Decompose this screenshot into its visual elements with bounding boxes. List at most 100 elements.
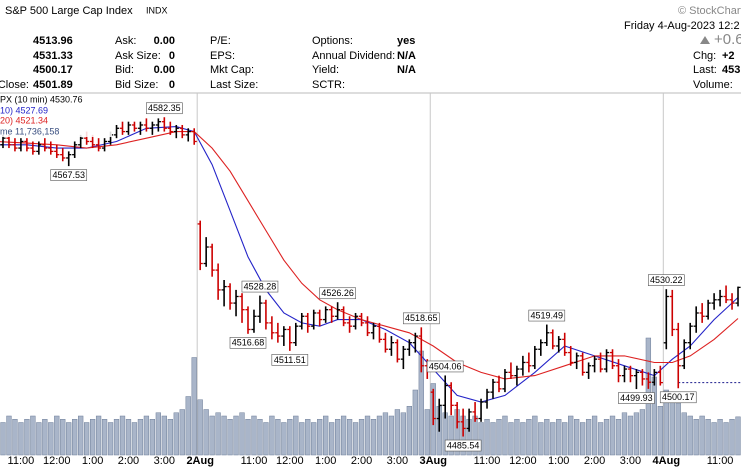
volume-bar — [502, 415, 508, 456]
volume-bar — [329, 422, 335, 456]
volume-bar — [603, 419, 610, 456]
volume-bar — [54, 415, 60, 456]
volume-bar — [627, 415, 634, 456]
annotation-box — [618, 392, 655, 404]
x-tick-label: 12:00 — [43, 455, 71, 467]
volume-bar — [597, 422, 604, 456]
field-label: P/E: — [210, 35, 231, 47]
volume-bar — [203, 409, 209, 456]
volume-bar — [245, 419, 251, 456]
volume-bar — [574, 419, 580, 456]
field-value: 4500.17 — [33, 64, 73, 76]
volume-bar — [370, 419, 377, 456]
volume-bar — [711, 422, 717, 456]
field-value: N/A — [397, 50, 416, 62]
volume-bar — [412, 389, 418, 456]
x-tick-label: 1:00 — [315, 455, 336, 467]
field-value: 4531.33 — [33, 50, 73, 62]
field-label: Last: — [693, 64, 717, 76]
volume-bar — [496, 419, 502, 456]
volume-bar — [705, 419, 711, 456]
moving-average-line — [0, 131, 739, 380]
volume-bar — [293, 415, 299, 456]
volume-bar — [376, 415, 383, 456]
annotation-box — [146, 102, 183, 115]
volume-bar — [42, 419, 48, 456]
x-tick-label: 3:00 — [620, 455, 641, 467]
volume-bar — [729, 419, 735, 456]
volume-bar — [185, 396, 191, 456]
field-value: +2 — [722, 50, 735, 62]
legend-entry: 20) 4521.34 — [0, 115, 48, 125]
volume-bar — [233, 415, 239, 456]
volume-bar — [735, 416, 741, 456]
volume-bar — [693, 419, 699, 456]
volume-bar — [490, 422, 496, 456]
field-label: Annual Dividend: — [312, 50, 395, 62]
x-tick-label: 2:00 — [584, 455, 605, 467]
legend-background — [0, 94, 112, 137]
volume-bar — [191, 357, 197, 456]
annotation-label: 4500.17 — [662, 392, 695, 402]
annotation-label: 4504.06 — [429, 361, 462, 371]
annotation-label: 4485.54 — [447, 440, 480, 450]
annotation-box — [402, 312, 440, 325]
volume-bar — [269, 415, 275, 456]
legend-price: PX (10 min) 4530.76 — [0, 94, 83, 104]
volume-bar — [675, 402, 681, 456]
volume-bar — [663, 389, 669, 456]
x-tick-label: 2Aug — [186, 455, 214, 467]
annotation-label: 4518.65 — [405, 313, 438, 323]
volume-bar — [72, 419, 78, 456]
annotation-label: 4511.51 — [274, 355, 306, 365]
volume-bar — [538, 422, 544, 456]
volume-bar — [358, 419, 365, 456]
volume-bar — [239, 412, 245, 456]
volume-bar — [544, 419, 550, 456]
volume-bar — [532, 415, 538, 456]
volume-bar — [305, 419, 311, 456]
annotation-box — [444, 439, 482, 452]
volume-bar — [323, 415, 329, 456]
volume-bar — [723, 422, 729, 456]
volume-bar — [89, 419, 96, 456]
header-title: S&P 500 Large Cap Index — [5, 5, 133, 17]
volume-bar — [24, 419, 30, 456]
annotation-label: 4499.93 — [620, 393, 653, 403]
field-label: Options: — [312, 35, 353, 47]
x-tick-label: 3Aug — [419, 455, 447, 467]
volume-bar — [221, 415, 227, 456]
volume-bar — [173, 412, 179, 456]
annotation-label: 4526.26 — [321, 288, 354, 298]
volume-bar — [562, 422, 568, 456]
volume-bar — [609, 415, 616, 456]
volume-bar — [227, 419, 233, 456]
annotation-box — [426, 360, 464, 373]
field-value: 4513.96 — [33, 35, 73, 47]
field-value: yes — [397, 35, 415, 47]
change-arrow — [700, 36, 710, 44]
volume-bar — [406, 406, 412, 456]
volume-bar — [60, 419, 66, 456]
volume-bar — [651, 376, 657, 456]
volume-bar — [514, 419, 520, 456]
volume-bar — [508, 422, 514, 456]
volume-bar — [424, 409, 430, 456]
volume-bar — [520, 422, 526, 456]
volume-bar — [484, 419, 490, 456]
field-value: 4501.89 — [33, 79, 73, 91]
x-tick-label: 11:00 — [707, 455, 734, 467]
volume-bar — [334, 419, 341, 456]
volume-bar — [556, 419, 562, 456]
volume-bar — [209, 415, 215, 456]
field-label: Close: — [0, 79, 29, 91]
x-tick-label: 11:00 — [241, 455, 268, 467]
x-tick-label: 3:00 — [154, 455, 175, 467]
annotation-label: 4519.49 — [531, 310, 564, 320]
field-label: Last Size: — [210, 79, 258, 91]
volume-bar — [580, 422, 586, 456]
volume-bar — [687, 415, 693, 456]
annotation-label: 4516.68 — [232, 338, 265, 348]
volume-bar — [137, 419, 144, 456]
